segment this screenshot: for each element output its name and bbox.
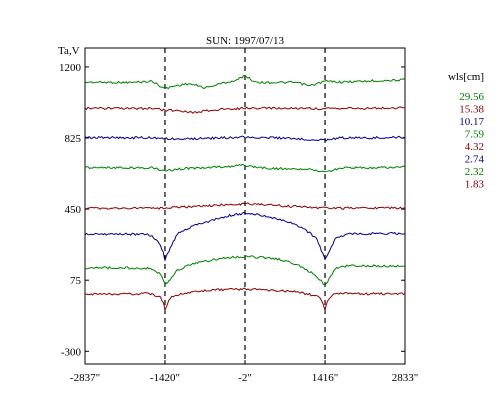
legend-entry: 29.56	[459, 91, 484, 103]
legend-entry: 2.32	[465, 166, 484, 178]
y-tick-label: -300	[61, 346, 82, 358]
series-line-7.59	[84, 163, 406, 173]
x-tick-label: -2837"	[70, 372, 100, 384]
legend: wls[cm] 29.5615.3810.177.594.322.742.321…	[448, 71, 485, 191]
series-line-2.32	[84, 255, 406, 287]
x-tick-label: -2"	[238, 372, 252, 384]
y-tick-label: 1200	[59, 62, 82, 74]
legend-entry: 1.83	[465, 179, 485, 191]
series-line-2.74	[84, 211, 406, 262]
chart-axes: 1200 825 450 75 -300 -2837" -1420" -2" 1416" 2833…	[59, 47, 419, 384]
series-line-10.17	[84, 135, 406, 142]
series-line-1.83	[84, 287, 406, 313]
legend-entry: 2.74	[465, 154, 485, 166]
legend-title: wls[cm]	[448, 71, 484, 83]
legend-entry: 7.59	[465, 129, 485, 141]
x-tick-label: 2833"	[392, 372, 419, 384]
legend-entry: 10.17	[459, 116, 484, 128]
y-tick-label: 825	[65, 133, 82, 145]
series-line-29.56	[84, 74, 406, 90]
series-line-15.38	[84, 106, 406, 114]
y-tick-label: 75	[70, 275, 82, 287]
y-tick-label: 450	[65, 204, 82, 216]
y-axis-label: Ta,V	[58, 45, 80, 57]
series-lines	[84, 74, 406, 313]
legend-entry: 15.38	[459, 104, 484, 116]
legend-entry: 4.32	[465, 141, 484, 153]
x-tick-label: 1416"	[312, 372, 339, 384]
chart-title: SUN: 1997/07/13	[206, 35, 284, 47]
series-line-4.32	[84, 202, 406, 210]
x-tick-label: -1420"	[150, 372, 180, 384]
